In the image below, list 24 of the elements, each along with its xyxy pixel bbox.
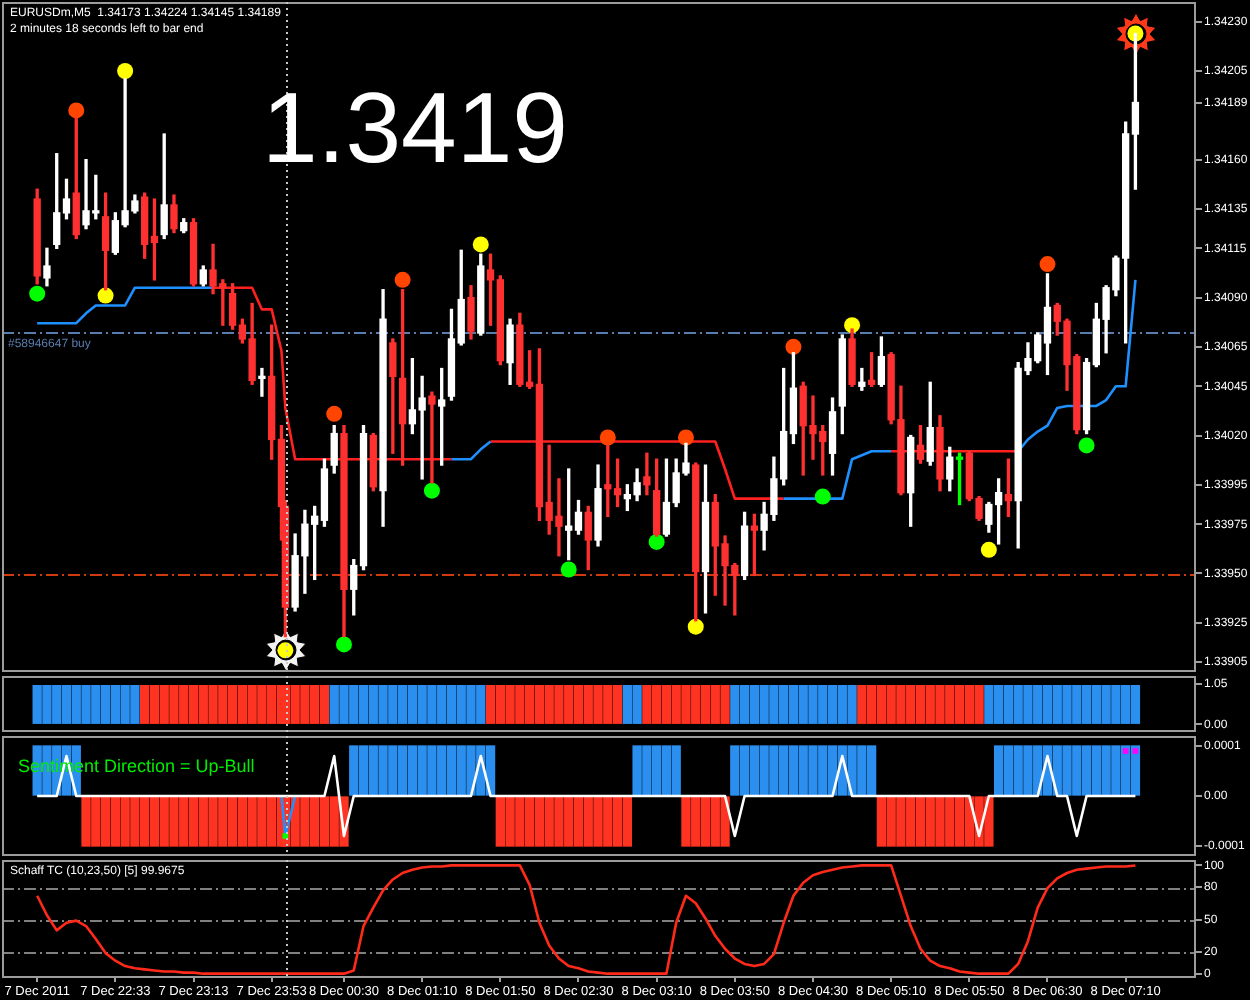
point — [335, 636, 352, 653]
point — [844, 317, 861, 334]
point — [326, 405, 343, 422]
point — [472, 236, 489, 253]
candlestick — [428, 391, 436, 484]
point — [599, 429, 616, 446]
point — [980, 541, 997, 558]
point — [117, 62, 134, 79]
point — [97, 287, 114, 304]
point — [687, 618, 704, 635]
point — [560, 561, 577, 578]
point — [29, 285, 46, 302]
point — [394, 271, 411, 288]
point — [68, 102, 85, 119]
point — [1039, 256, 1056, 273]
annotation: 1.3419 — [262, 72, 568, 184]
point — [648, 533, 665, 550]
point — [814, 488, 831, 505]
candlestick — [258, 367, 266, 397]
candlestick — [643, 452, 651, 496]
point — [1078, 437, 1095, 454]
point — [677, 429, 694, 446]
point — [423, 482, 440, 499]
point — [785, 338, 802, 355]
